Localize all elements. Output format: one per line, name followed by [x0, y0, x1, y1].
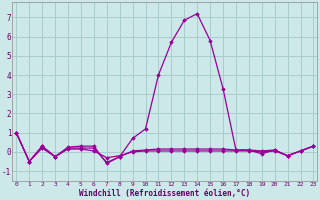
X-axis label: Windchill (Refroidissement éolien,°C): Windchill (Refroidissement éolien,°C) [79, 189, 251, 198]
